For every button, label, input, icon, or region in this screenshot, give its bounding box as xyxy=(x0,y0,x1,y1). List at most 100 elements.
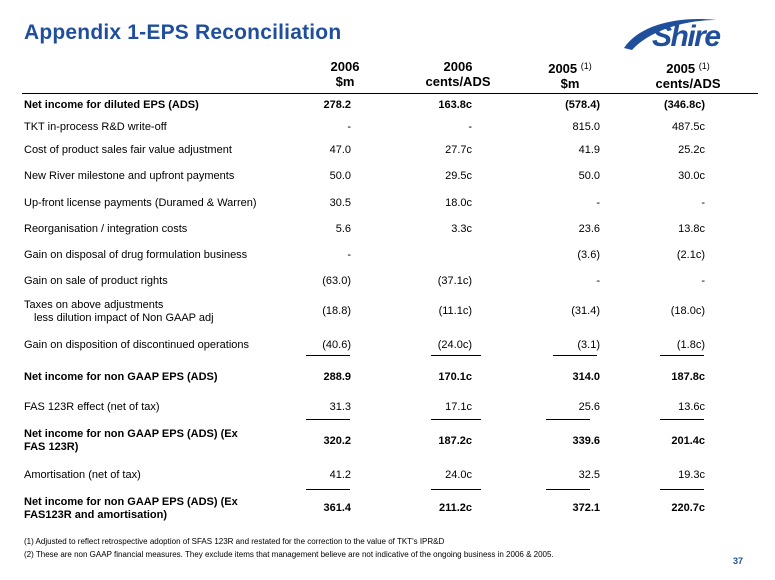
row-label-line2: FAS123R and amortisation) xyxy=(24,509,168,521)
cell-value: 17.1c xyxy=(445,401,472,413)
page-title: Appendix 1-EPS Reconciliation xyxy=(24,21,342,44)
cell-value: (40.6) xyxy=(322,339,351,351)
cell-value: 3.3c xyxy=(451,223,472,235)
cell-value: 13.8c xyxy=(678,223,705,235)
cell-value: (2.1c) xyxy=(676,249,705,261)
footnote: (2) These are non GAAP financial measure… xyxy=(24,550,554,559)
cell-value: 187.8c xyxy=(671,371,705,383)
cell-value: 13.6c xyxy=(678,401,705,413)
row-label: FAS 123R effect (net of tax) xyxy=(24,401,160,413)
cell-value: (18.0c) xyxy=(670,305,705,317)
cell-value: 25.6 xyxy=(578,401,600,413)
col-note: (1) xyxy=(698,61,710,71)
cell-value: 815.0 xyxy=(572,121,600,133)
cell-value: (31.4) xyxy=(571,305,600,317)
row-label: Taxes on above adjustments less dilution… xyxy=(24,299,294,325)
cell-value: 50.0 xyxy=(329,170,351,182)
row-label: Net income for diluted EPS (ADS) xyxy=(24,99,199,111)
cell-value: 220.7c xyxy=(671,502,705,514)
cell-value: (11.1c) xyxy=(438,305,472,317)
row-label: Net income for non GAAP EPS (ADS) (Ex FA… xyxy=(24,496,294,522)
cell-value: 278.2 xyxy=(323,99,351,111)
logo-text: Shire xyxy=(652,20,721,53)
row-label: Cost of product sales fair value adjustm… xyxy=(24,144,232,156)
cell-value: (346.8c) xyxy=(664,99,705,111)
cell-value: (578.4) xyxy=(565,99,600,111)
subtotal-rule xyxy=(306,355,350,356)
subtotal-rule xyxy=(546,419,590,420)
col-note: (1) xyxy=(580,61,592,71)
cell-value: 24.0c xyxy=(445,469,472,481)
cell-value: - xyxy=(347,249,351,261)
row-label: Net income for non GAAP EPS (ADS) xyxy=(24,371,218,383)
row-label: Gain on disposal of drug formulation bus… xyxy=(24,249,248,261)
row-label-line1: Net income for non GAAP EPS (ADS) (Ex xyxy=(24,496,238,508)
cell-value: (63.0) xyxy=(322,275,351,287)
col-year: 2005 xyxy=(548,61,578,76)
row-label-line2: less dilution impact of Non GAAP adj xyxy=(34,312,214,324)
cell-value: 41.9 xyxy=(578,144,600,156)
cell-value: 25.2c xyxy=(678,144,705,156)
cell-value: 47.0 xyxy=(329,144,351,156)
row-label-line1: Net income for non GAAP EPS (ADS) (Ex xyxy=(24,428,238,440)
col-year: 2006 xyxy=(330,59,360,74)
cell-value: 372.1 xyxy=(572,502,600,514)
row-label: Amortisation (net of tax) xyxy=(24,469,141,481)
swoosh-icon xyxy=(624,19,716,50)
row-label: Up-front license payments (Duramed & War… xyxy=(24,197,257,209)
col-unit: $m xyxy=(335,74,355,89)
col-header-2005-m: 2005 (1) $m xyxy=(510,59,630,91)
col-unit: cents/ADS xyxy=(425,74,491,89)
cell-value: (18.8) xyxy=(322,305,351,317)
row-label: Gain on disposition of discontinued oper… xyxy=(24,339,250,351)
cell-value: 314.0 xyxy=(572,371,600,383)
cell-value: (3.6) xyxy=(577,249,600,261)
cell-value: (3.1) xyxy=(577,339,600,351)
header-rule xyxy=(22,93,758,94)
col-header-2006-m: 2006 $m xyxy=(285,59,405,89)
col-header-2005-cents: 2005 (1) cents/ADS xyxy=(628,59,748,91)
cell-value: 201.4c xyxy=(671,435,705,447)
cell-value: - xyxy=(701,275,705,287)
cell-value: 32.5 xyxy=(578,469,600,481)
row-label: Gain on sale of product rights xyxy=(24,275,168,287)
row-label: TKT in-process R&D write-off xyxy=(24,121,167,133)
cell-value: - xyxy=(596,197,600,209)
subtotal-rule xyxy=(660,489,704,490)
subtotal-rule xyxy=(306,419,350,420)
page-number: 37 xyxy=(733,556,744,566)
subtotal-rule xyxy=(431,489,481,490)
cell-value: 31.3 xyxy=(329,401,351,413)
subtotal-rule xyxy=(660,419,704,420)
cell-value: - xyxy=(468,121,472,133)
subtotal-rule xyxy=(553,355,597,356)
cell-value: 163.8c xyxy=(438,99,472,111)
cell-value: 50.0 xyxy=(578,170,600,182)
cell-value: 170.1c xyxy=(438,371,472,383)
subtotal-rule xyxy=(431,419,481,420)
cell-value: - xyxy=(347,121,351,133)
cell-value: 339.6 xyxy=(572,435,600,447)
cell-value: (37.1c) xyxy=(437,275,472,287)
cell-value: 211.2c xyxy=(438,502,472,514)
cell-value: 187.2c xyxy=(438,435,472,447)
cell-value: 27.7c xyxy=(445,144,472,156)
cell-value: 487.5c xyxy=(671,121,705,133)
subtotal-rule xyxy=(660,355,704,356)
row-label-line1: Taxes on above adjustments xyxy=(24,299,164,311)
cell-value: 41.2 xyxy=(329,469,351,481)
subtotal-rule xyxy=(546,489,590,490)
col-header-2006-cents: 2006 cents/ADS xyxy=(398,59,518,89)
cell-value: (24.0c) xyxy=(437,339,472,351)
cell-value: 23.6 xyxy=(578,223,600,235)
cell-value: 18.0c xyxy=(445,197,472,209)
subtotal-rule xyxy=(306,489,350,490)
cell-value: (1.8c) xyxy=(676,339,705,351)
cell-value: 361.4 xyxy=(323,502,351,514)
footnote: (1) Adjusted to reflect retrospective ad… xyxy=(24,537,445,546)
col-year: 2005 xyxy=(666,61,696,76)
cell-value: - xyxy=(596,275,600,287)
row-label: New River milestone and upfront payments xyxy=(24,170,235,182)
cell-value: - xyxy=(701,197,705,209)
cell-value: 29.5c xyxy=(445,170,472,182)
